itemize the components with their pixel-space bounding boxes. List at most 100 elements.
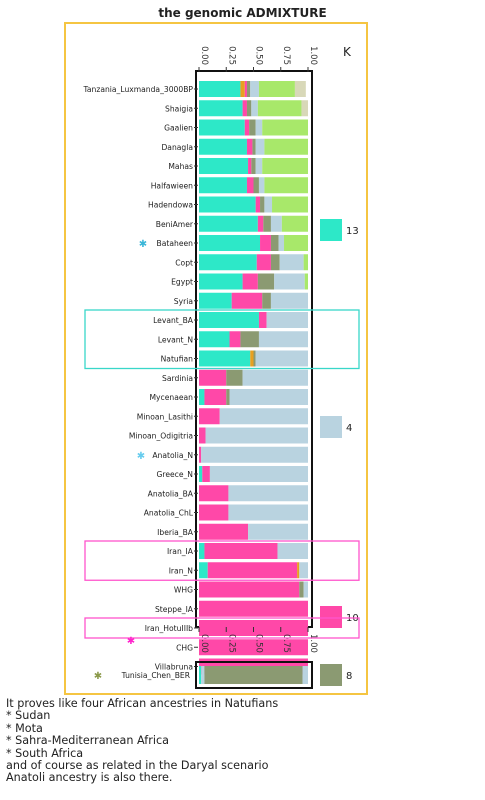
sample-label: Anatolia_ChL: [144, 509, 194, 518]
bar-segment-Anatolia_BA: [228, 485, 308, 502]
bar-segment-Mycenaean: [204, 389, 227, 405]
bar-segment-BeniAmer: [263, 215, 271, 232]
bar-segment-Halfawieen: [246, 177, 254, 194]
bar-segment-Danagla: [264, 138, 308, 155]
x-tick-label-bottom: 0.50: [254, 634, 264, 653]
bar-segment-Mahas: [248, 158, 252, 174]
sample-label: Shaigia: [165, 104, 193, 113]
bar-segment-Tunisia_Chen_BER: [199, 666, 202, 684]
bar-segment-Hadendowa: [260, 196, 265, 213]
bar-segment-Anatolia_N: [199, 446, 202, 463]
legend-title: K: [343, 45, 352, 59]
sample-label: Anatolia_N: [152, 451, 193, 460]
highlight-box: [84, 309, 360, 370]
bar-segment-Hadendowa: [272, 196, 308, 213]
bar-segment-Levant_N: [199, 331, 230, 348]
bar-segment-Copt: [303, 254, 308, 271]
bar-segment-Bataheen: [284, 235, 308, 251]
sample-label: Minoan_Lasithi: [137, 412, 193, 421]
bar-segment-Bataheen: [278, 235, 285, 251]
bar-segment-Anatolia_ChL: [228, 504, 308, 521]
bar-segment-Levant_N: [258, 331, 308, 348]
bar-segment-Danagla: [255, 138, 265, 155]
bar-segment-Egypt: [199, 273, 243, 290]
bar-segment-Shaigia: [199, 100, 243, 117]
bar-segment-Tunisia_Chen_BER: [201, 666, 205, 684]
bar-segment-Iran_IA: [204, 543, 278, 559]
sample-label: Mahas: [168, 162, 193, 171]
bar-segment-Tanzania_Luxmanda_3000BP: [250, 81, 259, 97]
x-tick-label-top: 0.25: [226, 46, 236, 65]
sample-label: Greece_N: [156, 470, 193, 479]
bar-segment-Mahas: [255, 158, 263, 174]
sample-label: Iran_HotuIIIb: [145, 624, 193, 633]
bar-segment-Tanzania_Luxmanda_3000BP: [294, 81, 306, 97]
sample-label: Gaalien: [164, 124, 193, 133]
bar-segment-Hadendowa: [264, 196, 273, 213]
bar-segment-Levant_N: [240, 331, 259, 348]
bar-segment-Iran_N: [297, 562, 300, 579]
bar-segment-Shaigia: [301, 100, 308, 117]
bar-segment-Gaalien: [249, 119, 256, 136]
bar-segment-Mycenaean: [199, 389, 205, 405]
bar-segment-Danagla: [246, 138, 253, 155]
bar-segment-Mycenaean: [226, 389, 230, 405]
bar-segment-Anatolia_BA: [199, 485, 229, 502]
bar-segment-Gaalien: [255, 119, 263, 136]
bar-segment-Levant_BA: [266, 312, 308, 328]
sample-label: Syria: [174, 297, 193, 306]
sample-label: BeniAmer: [156, 220, 194, 229]
bar-segment-Levant_N: [229, 331, 241, 348]
sample-label: Villabruna: [155, 663, 193, 672]
sample-label: Levant_BA: [153, 316, 194, 325]
bar-segment-Greece_N: [202, 466, 210, 482]
bar-segment-Natufian: [250, 350, 254, 367]
x-tick-label-top: 1.00: [308, 46, 318, 65]
legend-swatch: [320, 664, 342, 686]
bar-segment-Iran_N: [299, 562, 308, 579]
sample-label: Iberia_BA: [157, 528, 194, 537]
bar-segment-Mahas: [262, 158, 308, 174]
sample-label: Danagla: [161, 143, 193, 152]
x-tick-label-top: 0.00: [199, 46, 209, 65]
caption-line: * Sudan: [6, 709, 51, 723]
bar-segment-Tunisia_Chen_BER: [302, 666, 308, 684]
sample-label: Copt: [175, 258, 193, 267]
legend-swatch: [320, 416, 342, 438]
extra-panel: [195, 661, 313, 689]
bar-segment-Bataheen: [260, 235, 271, 251]
bar-segment-Gaalien: [244, 119, 250, 136]
bar-segment-Tanzania_Luxmanda_3000BP: [199, 81, 241, 97]
x-tick-label-top: 0.75: [281, 46, 291, 65]
bar-segment-Sardinia: [242, 369, 308, 386]
bar-segment-Egypt: [274, 273, 305, 290]
bar-segment-WHG: [303, 581, 308, 598]
bar-segment-Shaigia: [246, 100, 252, 117]
bar-segment-WHG: [199, 581, 300, 598]
bar-segment-Halfawieen: [199, 177, 247, 194]
sample-label: Anatolia_BA: [148, 489, 194, 498]
bar-segment-Minoan_Odigitria: [199, 427, 206, 444]
caption-line: It proves like four African ancestries i…: [6, 697, 279, 710]
chart-title: the genomic ADMIXTURE: [158, 6, 327, 20]
sample-label: Tunisia_Chen_BER: [121, 671, 191, 680]
bar-segment-Natufian: [253, 350, 256, 367]
bar-segment-Shaigia: [251, 100, 258, 117]
caption-line: Anatoli ancestry is also there.: [6, 771, 173, 785]
bar-segment-Minoan_Odigitria: [205, 427, 308, 444]
asterisk-marker: ✱: [137, 451, 145, 462]
bar-segment-Iberia_BA: [199, 523, 249, 540]
bar-segment-Iran_IA: [277, 543, 308, 559]
sample-label: Egypt: [171, 278, 193, 287]
bar-segment-Egypt: [242, 273, 258, 290]
bar-segment-Tanzania_Luxmanda_3000BP: [258, 81, 295, 97]
bar-segment-Egypt: [257, 273, 275, 290]
bar-segment-Levant_BA: [258, 312, 267, 328]
asterisk-marker: ✱: [127, 636, 135, 647]
bar-segment-Syria: [270, 292, 308, 309]
bar-segment-Mycenaean: [229, 389, 308, 405]
sample-label: Sardinia: [162, 374, 193, 383]
bar-segment-Natufian: [255, 350, 308, 367]
x-tick-label-bottom: 0.00: [199, 634, 209, 653]
bar-segment-Danagla: [252, 138, 256, 155]
